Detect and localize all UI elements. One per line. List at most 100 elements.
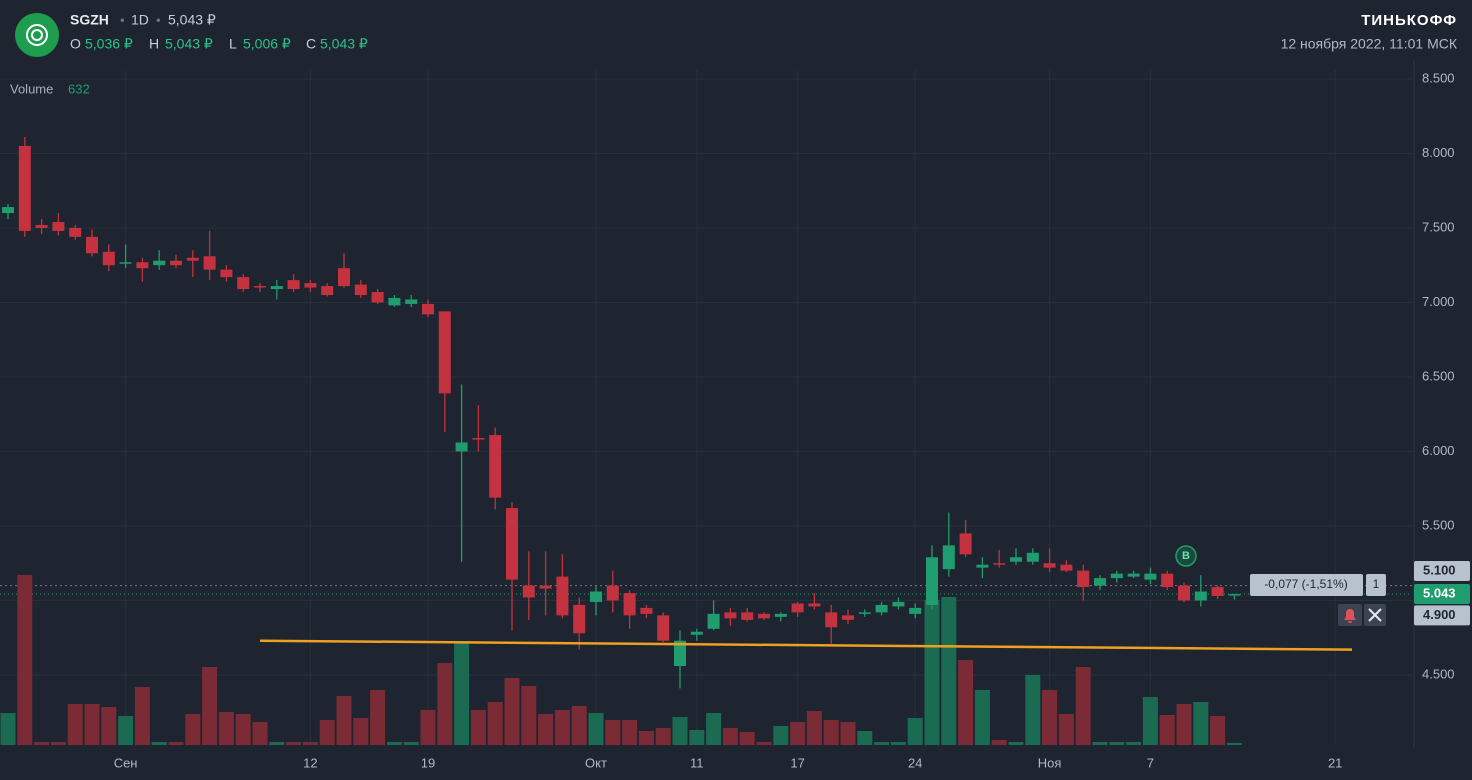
candle-body — [976, 564, 989, 568]
volume-bar — [689, 730, 705, 745]
y-tick-label: 6.000 — [1422, 443, 1455, 458]
candle-body — [86, 236, 98, 254]
candle-body — [52, 221, 65, 231]
grid — [0, 70, 1412, 745]
candle-body — [825, 612, 838, 628]
candle-body — [875, 604, 888, 613]
candle-body — [472, 438, 485, 440]
change-label: -0,077 (-1,51%) — [1264, 577, 1347, 591]
candle-body — [136, 262, 149, 269]
volume-bar — [1008, 742, 1024, 745]
candle-body — [254, 286, 266, 288]
volume-bar — [907, 718, 923, 745]
y-tick-label: 6.500 — [1422, 368, 1455, 383]
candle-body — [590, 591, 602, 602]
candle-body — [69, 227, 82, 237]
quantity-label: 1 — [1373, 577, 1380, 591]
volume-bar — [890, 742, 906, 745]
candle-body — [1144, 573, 1157, 580]
volume-bar — [34, 742, 50, 745]
volume-bar — [588, 713, 604, 745]
x-tick-label: Сен — [114, 755, 138, 770]
candle-body — [455, 442, 468, 452]
volume-bar — [420, 710, 436, 745]
volume-bar — [874, 742, 890, 745]
ohlc-label: C — [306, 36, 316, 52]
candle-body — [556, 576, 569, 616]
volume-bar — [84, 704, 100, 745]
trade-marker[interactable] — [1175, 545, 1197, 567]
candle-body — [774, 613, 787, 617]
volume-label: Volume — [10, 81, 53, 96]
volume-bar — [1025, 675, 1041, 745]
volume-bar — [1092, 742, 1108, 745]
volume-bar — [336, 696, 352, 745]
volume-bar — [1109, 742, 1125, 745]
candle-body — [926, 557, 938, 605]
candle-body — [18, 145, 31, 231]
brand: ТИНЬКОФФ — [1361, 12, 1457, 29]
ohlc-label: O — [70, 36, 81, 52]
candle-body — [573, 604, 586, 634]
volume-bar — [0, 713, 16, 745]
candle-body — [959, 533, 972, 555]
candle-body — [640, 607, 653, 614]
volume-bar — [17, 575, 33, 745]
volume-bar — [571, 706, 587, 745]
candle-body — [522, 585, 535, 598]
candle-body — [741, 612, 754, 620]
candle-body — [438, 311, 451, 394]
volume-bar — [554, 710, 570, 745]
candles — [2, 137, 1353, 689]
volume-bar — [437, 663, 453, 745]
volume-bar — [958, 660, 974, 745]
ohlc-value: 5,043 ₽ — [320, 36, 368, 52]
candle-body — [606, 585, 619, 601]
candle-body — [270, 286, 283, 290]
volume-bar — [521, 686, 537, 745]
volume-value: 632 — [68, 81, 90, 96]
x-tick-label: 21 — [1328, 755, 1342, 770]
y-tick-label: 7.000 — [1422, 294, 1455, 309]
y-tick-label: 5.500 — [1422, 517, 1455, 532]
x-tick-label: 12 — [303, 755, 317, 770]
x-tick-label: 19 — [421, 755, 435, 770]
volume-bar — [1075, 667, 1091, 745]
price-label: 5.100 — [1423, 562, 1456, 577]
candle-body — [422, 303, 434, 315]
volume-bar — [991, 740, 1007, 745]
candle-body — [1178, 585, 1190, 601]
volume-bar — [50, 742, 66, 745]
candle-body — [657, 615, 670, 641]
price-label: 5.043 — [1423, 585, 1456, 600]
volume-bar — [1142, 697, 1158, 745]
candle-body — [388, 297, 401, 306]
candle-body — [304, 283, 317, 288]
candle-body — [489, 435, 502, 498]
ticker: SGZH — [70, 12, 109, 28]
volume-bar — [538, 714, 554, 745]
close-icon — [1368, 608, 1382, 622]
candle-body — [1026, 552, 1039, 562]
candle-body — [321, 286, 334, 295]
candle-body — [153, 260, 166, 266]
volume-bar — [622, 720, 638, 745]
volume-bar — [1210, 716, 1226, 745]
candle-body — [506, 508, 518, 580]
volume-bar — [605, 720, 621, 745]
x-tick-label: 11 — [690, 755, 704, 770]
candle-body — [2, 207, 14, 214]
volume-bar — [235, 714, 251, 745]
candle-body — [842, 615, 854, 620]
candle-body — [674, 640, 686, 667]
logo-mark — [31, 29, 43, 41]
volume-bar — [722, 728, 738, 745]
trend-line — [259, 639, 1353, 651]
volume-bar — [118, 716, 134, 745]
volume-bar — [1126, 742, 1142, 745]
x-tick-label: 7 — [1147, 755, 1154, 770]
candle-body — [170, 260, 182, 266]
volume-bar — [638, 731, 654, 745]
candle-body — [203, 256, 216, 270]
volume-bar — [134, 687, 150, 745]
